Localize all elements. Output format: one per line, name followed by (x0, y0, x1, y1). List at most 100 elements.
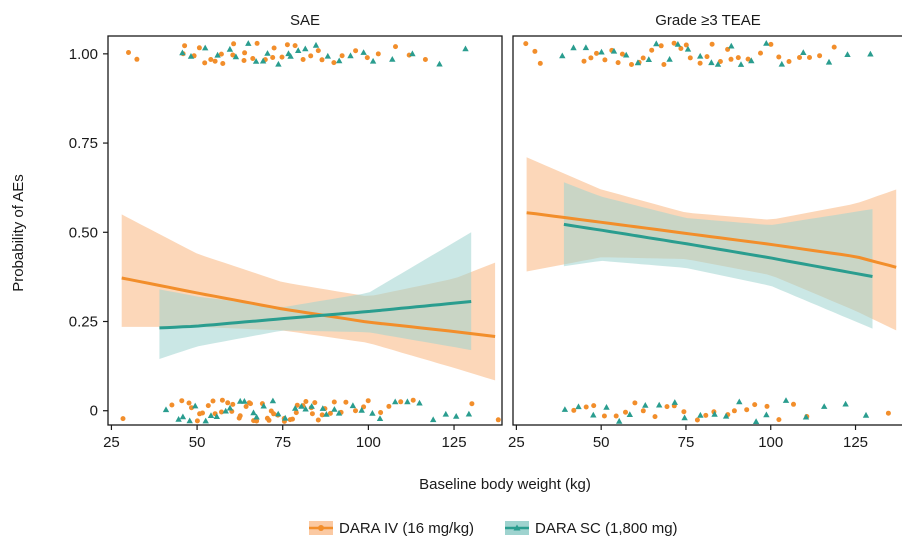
point-sc-event (214, 51, 221, 58)
point-iv-non-event (194, 418, 200, 424)
point-sc-non-event (442, 410, 449, 417)
point-iv-event (241, 58, 247, 63)
panel-grade3-teae: Grade ≥3 TEAE 25 50 75 100 125 (508, 12, 902, 451)
point-iv-non-event (309, 411, 315, 417)
point-sc-event (275, 60, 282, 67)
point-iv-event (619, 51, 625, 57)
point-iv-non-event (752, 402, 758, 408)
point-sc-non-event (376, 415, 384, 421)
point-iv-event (319, 57, 325, 63)
point-iv-event (375, 51, 381, 57)
point-sc-event (666, 56, 673, 62)
point-sc-event (287, 53, 294, 59)
fit-line-sc (159, 300, 472, 330)
point-sc-non-event (656, 401, 663, 408)
point-sc-event (436, 60, 443, 67)
point-iv-non-event (186, 400, 192, 406)
point-iv-non-event (169, 402, 175, 408)
point-sc-non-event (642, 402, 649, 408)
point-iv-non-event (410, 397, 416, 403)
point-iv-non-event (200, 410, 205, 416)
point-sc-non-event (392, 398, 399, 405)
point-sc-non-event (626, 411, 633, 417)
point-iv-non-event (205, 403, 211, 409)
panel-sae-fit-lines (121, 276, 496, 338)
point-iv-non-event (294, 402, 300, 408)
y-axis-title: Probability of AEs (10, 174, 27, 292)
point-iv-non-event (290, 416, 295, 422)
point-sc-event (360, 49, 367, 55)
point-sc-event (697, 52, 704, 59)
point-iv-event (230, 52, 236, 58)
point-iv-event (364, 55, 370, 61)
x-tick-label-sae-25: 25 (103, 434, 120, 451)
point-iv-non-event (386, 403, 392, 409)
point-sc-non-event (736, 398, 743, 405)
point-iv-event (532, 48, 538, 54)
panel-sae: SAE 25 50 75 100 125 0 0.25 0.50 0.75 1.00 (69, 12, 503, 451)
point-sc-non-event (253, 413, 260, 420)
y-tick-label-0: 0 (90, 403, 98, 420)
point-iv-event (817, 53, 823, 59)
panel-sae-frame (107, 35, 503, 426)
point-sc-non-event (237, 397, 244, 404)
point-iv-non-event (303, 399, 309, 404)
point-sc-non-event (331, 406, 338, 412)
point-sc-event (867, 50, 874, 57)
y-axis-ticks: 0 0.25 0.50 0.75 1.00 (69, 46, 108, 420)
point-iv-event (208, 57, 214, 62)
point-sc-non-event (282, 414, 289, 421)
point-iv-non-event (120, 416, 126, 422)
point-iv-non-event (219, 409, 224, 415)
point-iv-event (776, 54, 782, 60)
point-iv-non-event (254, 418, 260, 424)
point-iv-event (523, 41, 529, 47)
point-iv-non-event (731, 408, 737, 414)
point-iv-non-event (210, 398, 216, 404)
point-iv-event (768, 41, 774, 47)
legend-item-sc: DARA SC (1,800 mg) (505, 520, 678, 537)
point-sc-non-event (207, 412, 215, 418)
point-iv-event (300, 57, 306, 62)
point-sc-event (409, 50, 416, 57)
point-iv-event (353, 48, 359, 54)
point-iv-non-event (248, 401, 253, 407)
point-iv-non-event (353, 408, 358, 414)
point-iv-non-event (398, 399, 404, 405)
point-sc-non-event (226, 404, 234, 411)
point-sc-event (684, 45, 692, 52)
point-sc-event (708, 59, 715, 66)
point-sc-event (653, 40, 660, 47)
x-tick-label-grade3-teae-50: 50 (593, 434, 610, 451)
legend-label-iv: DARA IV (16 mg/kg) (339, 520, 474, 537)
panel-grade3-teae-frame (512, 35, 902, 426)
point-sc-event (728, 42, 735, 49)
x-tick-label-sae-75: 75 (274, 434, 291, 451)
point-iv-event (537, 60, 543, 66)
point-iv-non-event (623, 409, 628, 415)
point-sc-event (187, 53, 195, 59)
point-sc-event (202, 44, 209, 51)
point-iv-event (831, 44, 837, 50)
point-sc-event (800, 49, 807, 55)
point-iv-non-event (236, 415, 242, 421)
point-sc-non-event (213, 413, 220, 419)
point-sc-non-event (275, 410, 282, 417)
panel-grade3-teae-plot-area (523, 40, 897, 424)
point-iv-event (717, 59, 723, 64)
point-iv-non-event (219, 397, 225, 403)
ci-band-sc (159, 232, 472, 359)
point-sc-event (674, 41, 682, 47)
point-sc-event (179, 49, 186, 56)
point-iv-non-event (652, 414, 658, 420)
point-sc-non-event (821, 403, 828, 409)
point-sc-event (598, 48, 605, 55)
point-iv-event (393, 44, 398, 50)
point-iv-event (126, 50, 131, 55)
point-sc-event (389, 56, 396, 62)
point-sc-non-event (179, 413, 187, 420)
point-iv-event (315, 48, 321, 54)
point-iv-event (422, 57, 428, 62)
point-sc-non-event (192, 402, 199, 409)
